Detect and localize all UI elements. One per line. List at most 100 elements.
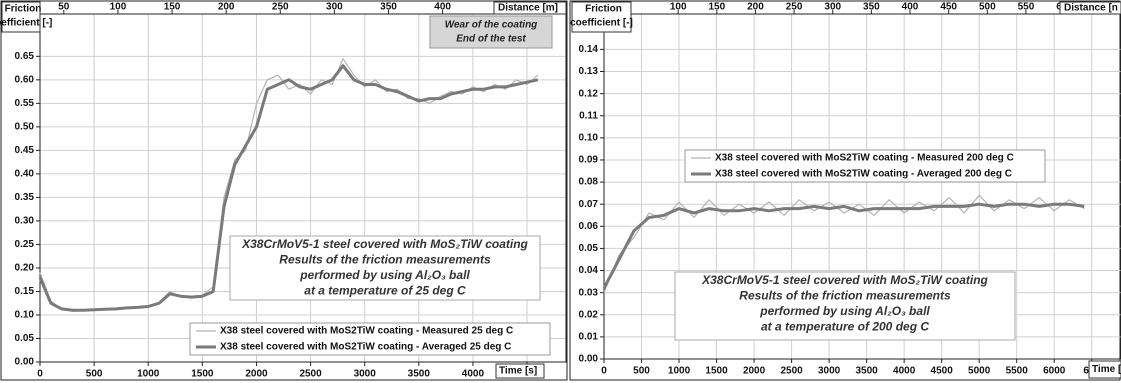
annotation-box — [229, 235, 541, 301]
x-tick-label: 1500 — [705, 366, 728, 377]
y-tick-label: 0.14 — [579, 44, 599, 55]
y-tick-label: 0.12 — [579, 88, 599, 99]
x-tick-label: 5000 — [968, 366, 991, 377]
y-tick-label: 0.08 — [579, 177, 599, 188]
y-tick-label: 0.07 — [579, 199, 599, 210]
legend-box — [189, 322, 551, 356]
y-tick-label: 0.50 — [15, 122, 35, 133]
x-tick-label: 2000 — [743, 366, 766, 377]
y-tick-label: 0.30 — [15, 216, 35, 227]
x-tick-label: 500 — [633, 366, 650, 377]
y-tick-label: 0.10 — [15, 310, 35, 321]
x-tick-label: 2000 — [245, 369, 268, 380]
y-tick-label: 0.03 — [579, 287, 599, 298]
x-tick-label: 3000 — [818, 366, 841, 377]
y-label: Friction — [585, 4, 622, 15]
y-tick-label: 0.25 — [15, 239, 35, 250]
x2-tick-label: 350 — [380, 2, 397, 13]
x-tick-label: 3500 — [408, 369, 431, 380]
x2-tick-label: 200 — [747, 2, 764, 13]
note: Wear of the coating — [445, 20, 538, 31]
x2-tick-label: 300 — [326, 2, 343, 13]
x-tick-label: 1000 — [668, 366, 691, 377]
y-tick-label: 0.11 — [579, 110, 598, 121]
y-tick-label: 0.09 — [579, 155, 599, 166]
x2-label: Distance [n — [1064, 3, 1118, 14]
y-tick-label: 0.13 — [579, 66, 599, 77]
x2-tick-label: 300 — [824, 2, 841, 13]
x2-tick-label: 550 — [1018, 2, 1035, 13]
series-line — [38, 64, 539, 312]
y-tick-label: 0.15 — [15, 286, 35, 297]
annotation: Results of the friction measurements — [279, 253, 491, 267]
y-tick-label: 0.65 — [15, 51, 35, 62]
annotation: Results of the friction measurements — [739, 289, 951, 303]
y-tick-label: 0.01 — [579, 332, 599, 343]
x2-tick-label: 200 — [218, 2, 235, 13]
legend-label: X38 steel covered with MoS2TiW coating -… — [715, 153, 1014, 164]
y-label: Friction — [5, 4, 42, 15]
x2-label-box — [1059, 1, 1121, 15]
y-tick-label: 0.45 — [15, 145, 35, 156]
chart-panel: 0.00 0.01 0.02 0.03 0.04 0.05 0.06 0.07 0.08 0.09… — [569, 0, 1121, 381]
x-label: Time [s] — [499, 366, 537, 377]
x2-tick-label: 250 — [786, 2, 803, 13]
y-tick-label: 0.06 — [579, 221, 599, 232]
plot-border — [39, 13, 567, 363]
x-tick-label: 0 — [37, 369, 43, 380]
y-tick-label: 0.20 — [15, 263, 35, 274]
note-box — [429, 15, 553, 49]
y-tick-label: 0.40 — [15, 169, 35, 180]
y-label-box — [571, 1, 632, 33]
x2-tick-label: 350 — [863, 2, 880, 13]
annotation: X38CrMoV5-1 steel covered with MoS₂TiW c… — [701, 273, 988, 287]
y-label: coefficient [-] — [0, 18, 52, 29]
x-tick-label: 5500 — [1006, 366, 1029, 377]
note: End of the test — [456, 34, 526, 45]
y-tick-label: 0.00 — [579, 354, 599, 365]
legend-label: X38 steel covered with MoS2TiW coating -… — [715, 169, 1012, 180]
x-tick-label: 1000 — [137, 369, 160, 380]
y-tick-label: 0.05 — [579, 243, 599, 254]
x2-tick-label: 150 — [708, 2, 725, 13]
x-tick-label: 500 — [86, 369, 103, 380]
annotation-box — [674, 271, 1016, 341]
y-tick-label: 0.35 — [15, 192, 35, 203]
y-tick-label: 0.60 — [15, 74, 35, 85]
y-label-box — [1, 1, 41, 33]
plot-border — [603, 13, 1121, 360]
x2-tick-label: 400 — [434, 2, 451, 13]
y-tick-label: 0.02 — [579, 309, 599, 320]
annotation: X38CrMoV5-1 steel covered with MoS₂TiW c… — [241, 237, 528, 251]
x2-tick-label: 500 — [979, 2, 996, 13]
legend-label: X38 steel covered with MoS2TiW coating -… — [220, 326, 513, 337]
annotation: performed by using Al₂O₃ ball — [759, 304, 930, 318]
x2-tick-label: 450 — [940, 2, 957, 13]
x-label-box — [495, 363, 545, 379]
x2-tick-label: 150 — [164, 2, 181, 13]
y-tick-label: 0.00 — [15, 357, 35, 368]
x-tick-label: 6000 — [1043, 366, 1066, 377]
x2-tick-label: 100 — [110, 2, 127, 13]
y-tick-label: 0.55 — [15, 98, 35, 109]
x-tick-label: 3500 — [856, 366, 879, 377]
x-tick-label: 0 — [601, 366, 607, 377]
x-label: Time [s — [1092, 364, 1121, 375]
y-tick-label: 0.05 — [15, 333, 35, 344]
x2-tick-label: 400 — [902, 2, 919, 13]
legend-label: X38 steel covered with MoS2TiW coating -… — [220, 342, 511, 353]
y-tick-label: 0.04 — [579, 265, 599, 276]
x-tick-label: 1500 — [191, 369, 214, 380]
x-tick-label: 3000 — [354, 369, 377, 380]
x-label-box — [1088, 360, 1121, 379]
y-tick-label: 0.10 — [579, 132, 599, 143]
x2-label: Distance [m] — [498, 3, 558, 14]
y-label: coefficient [-] — [570, 18, 633, 29]
x-tick-label: 4000 — [893, 366, 916, 377]
annotation: performed by using Al₂O₃ ball — [299, 268, 470, 282]
x2-tick-label: 50 — [58, 2, 70, 13]
annotation: at a temperature of 200 deg C — [761, 320, 929, 334]
x-tick-label: 2500 — [299, 369, 322, 380]
x-tick-label: 2500 — [780, 366, 803, 377]
